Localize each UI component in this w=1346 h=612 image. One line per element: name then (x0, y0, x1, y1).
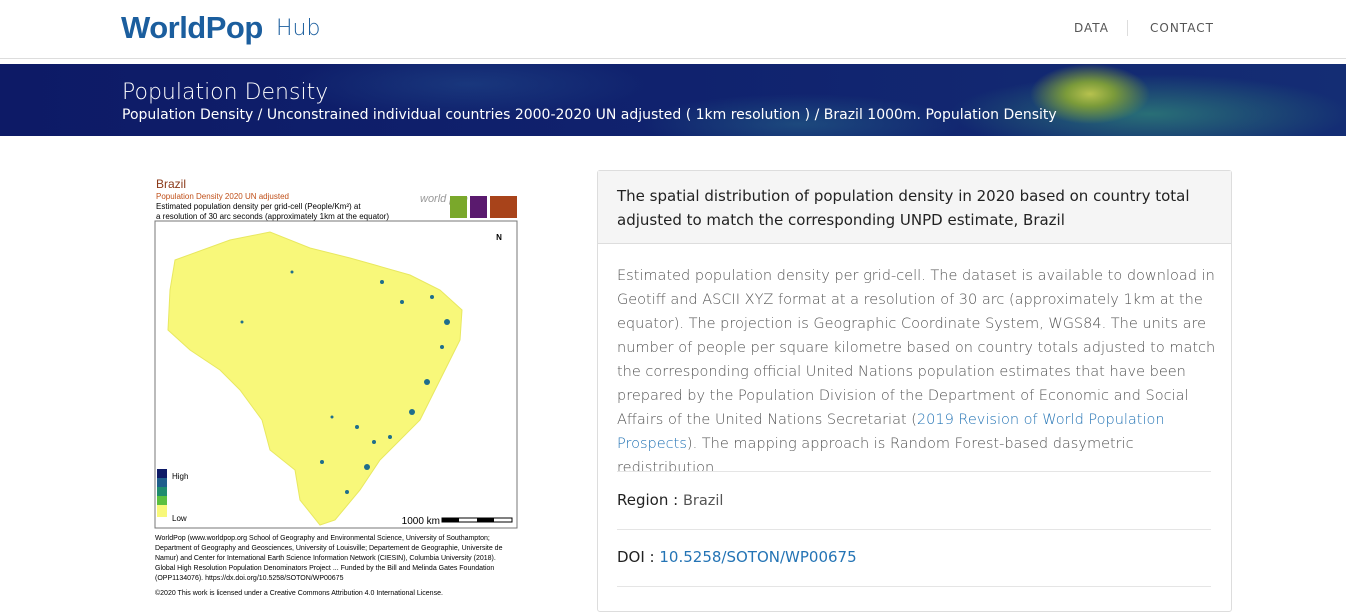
map-icon (450, 196, 467, 218)
map-subtitle: Population Density 2020 UN adjusted (156, 192, 289, 201)
legend-swatch (157, 496, 167, 505)
map-caption: Estimated population density per grid-ce… (156, 202, 361, 211)
panel-heading: The spatial distribution of population d… (617, 187, 1190, 229)
legend-swatch (157, 469, 167, 478)
header: WorldPop Hub DATA CONTACT (0, 0, 1346, 59)
map-country (167, 231, 463, 526)
legend-label: High (172, 472, 188, 481)
nav-link[interactable]: CONTACT (1150, 21, 1214, 35)
map-image: Brazil Population Density 2020 UN adjust… (154, 177, 518, 597)
map-caption: a resolution of 30 arc seconds (approxim… (156, 212, 389, 221)
doi-label: DOI : (617, 548, 655, 566)
logo[interactable]: WorldPop (121, 10, 263, 45)
legend-label: Low (172, 514, 187, 523)
map-density (240, 270, 450, 494)
legend-swatch (157, 487, 167, 496)
map-license: ©2020 This work is licensed under a Crea… (155, 590, 443, 597)
north-arrow: N (496, 233, 502, 242)
doi-row: DOI : 10.5258/SOTON/WP00675 (617, 548, 857, 566)
map-icon (470, 196, 487, 218)
separator (617, 586, 1211, 587)
description: Estimated population density per grid-ce… (617, 264, 1217, 480)
info-panel: The spatial distribution of population d… (597, 170, 1232, 612)
region-row: Region : Brazil (617, 491, 723, 509)
logo-hub[interactable]: Hub (276, 16, 321, 41)
map-credit-text: WorldPop (www.worldpop.org School of Geo… (155, 535, 503, 582)
scale-bar (442, 518, 459, 522)
region-label: Region : (617, 491, 679, 509)
region-value: Brazil (682, 493, 724, 509)
scale-label: 1000 km (402, 516, 440, 527)
nav-separator (1127, 20, 1128, 36)
legend-swatch (157, 505, 167, 517)
legend-swatch (157, 478, 167, 487)
page-title: Population Density (122, 80, 329, 105)
breadcrumb: Population Density / Unconstrained indiv… (122, 107, 1057, 123)
separator (617, 529, 1211, 530)
doi-link[interactable]: 10.5258/SOTON/WP00675 (659, 548, 857, 566)
separator (617, 471, 1211, 472)
scale-bar (477, 518, 494, 522)
description-text: ). The mapping approach is Random Forest… (617, 436, 1134, 476)
map-title: Brazil (156, 177, 186, 191)
nav-link[interactable]: DATA (1074, 21, 1109, 35)
description-link[interactable]: 2019 Revision of World Population Prospe… (617, 412, 1165, 452)
map-icon (490, 196, 517, 218)
map-credits: WorldPop (www.worldpop.org School of Geo… (155, 535, 503, 597)
panel-header: The spatial distribution of population d… (598, 171, 1231, 244)
banner: Population Density Population Density / … (0, 64, 1346, 136)
description-text: Estimated population density per grid-ce… (617, 268, 1216, 428)
